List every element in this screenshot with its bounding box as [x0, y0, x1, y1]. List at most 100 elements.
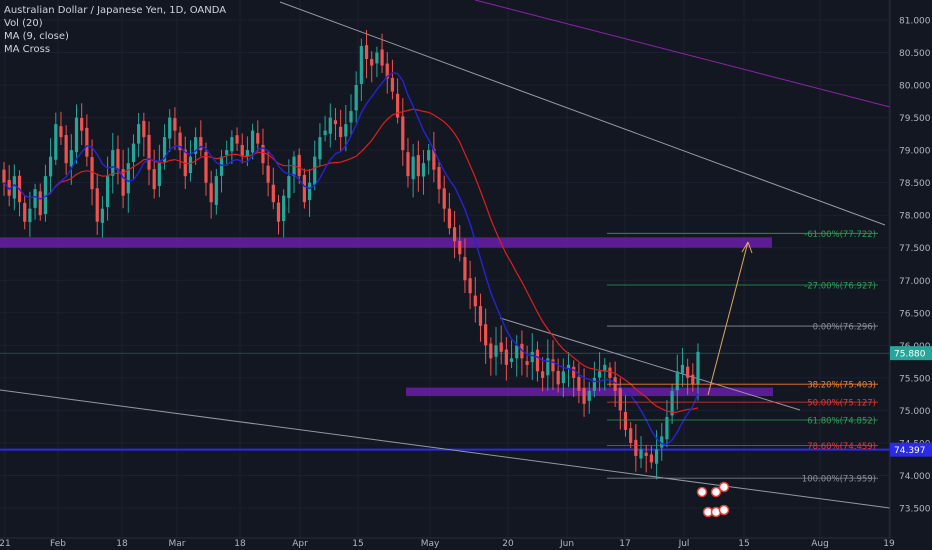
candle-body	[566, 364, 571, 369]
candle-body	[349, 111, 353, 123]
indicator-volume[interactable]: Vol (20)	[4, 18, 43, 29]
candle-body	[266, 165, 270, 183]
candle-body	[592, 377, 597, 391]
resistance-zone	[0, 237, 772, 248]
candle-body	[484, 324, 488, 346]
candle-body	[194, 137, 198, 154]
candle-body	[282, 195, 286, 222]
candle-body	[7, 179, 11, 196]
fib-level-label: 61.80%(74.852)	[807, 417, 876, 427]
candle-body	[287, 176, 291, 199]
ma-9-line	[3, 72, 699, 446]
candle-body	[49, 156, 53, 177]
candle-body	[396, 93, 400, 118]
candle-body	[69, 150, 73, 167]
candle-body	[147, 134, 151, 170]
candle-body	[318, 137, 322, 160]
candle-body	[406, 152, 410, 177]
candle-body	[608, 367, 612, 378]
ma-cross-line	[3, 108, 699, 414]
candle-body	[401, 116, 405, 151]
candle-body	[603, 364, 607, 372]
y-tick-label: 74.000	[899, 472, 931, 482]
candle-body	[577, 376, 581, 391]
indicator-ma[interactable]: MA (9, close)	[4, 31, 69, 42]
candle-body	[54, 124, 58, 160]
candle-body	[541, 371, 545, 378]
candle-body	[126, 163, 130, 194]
candle-body	[230, 137, 234, 152]
event-marker-icon	[710, 486, 722, 498]
indicator-lines	[3, 72, 699, 446]
candle-body	[452, 227, 457, 242]
candle-body	[380, 49, 384, 66]
price-axis[interactable]: 81.000 80.500 80.000 79.500 79.000 78.500 78.0…	[889, 0, 932, 550]
candle-body	[478, 306, 483, 326]
x-tick-label: May	[421, 539, 440, 549]
candle-body	[142, 120, 146, 138]
candle-body	[597, 371, 602, 378]
candle-body	[121, 169, 125, 196]
candle-body	[618, 387, 622, 411]
candle-body	[250, 130, 255, 153]
x-tick-label: Mar	[169, 539, 186, 549]
candle-body	[416, 155, 420, 177]
candle-body	[188, 156, 193, 174]
candle-body	[214, 176, 218, 206]
candle-body	[328, 117, 332, 134]
candle-body	[199, 136, 203, 151]
candle-body	[297, 154, 301, 177]
x-tick-label: 18	[234, 539, 246, 549]
y-tick-label: 81.000	[899, 17, 931, 27]
x-tick-label: 20	[502, 539, 514, 549]
candle-body	[323, 130, 327, 136]
candle-body	[427, 150, 431, 161]
candle-body	[649, 454, 653, 463]
y-tick-label: 77.500	[899, 244, 931, 254]
candle-body	[390, 77, 395, 92]
candle-body	[354, 85, 358, 111]
candle-body	[173, 118, 177, 131]
candle-body	[463, 257, 467, 281]
candle-body	[696, 351, 700, 384]
candle-body	[162, 137, 167, 162]
candle-body	[442, 188, 446, 209]
symbol-title[interactable]: Australian Dollar / Japanese Yen, 1D, OA…	[4, 5, 227, 16]
candle-body	[499, 342, 503, 352]
candle-body	[370, 59, 374, 66]
candle-body	[561, 371, 565, 383]
fib-level-label: 78.60%(74.459)	[807, 442, 876, 452]
candle-body	[178, 132, 182, 151]
candle-body	[670, 390, 674, 416]
candle-body	[23, 203, 27, 222]
x-tick-label: Apr	[292, 539, 308, 549]
candle-body	[644, 452, 648, 456]
candle-body	[209, 183, 213, 203]
x-tick-label: 15	[738, 539, 749, 549]
candle-body	[587, 390, 591, 401]
candle-body	[556, 370, 560, 385]
candle-body	[525, 361, 529, 365]
fib-level-label: 100.00%(73.959)	[802, 475, 876, 485]
time-axis[interactable]: 21 Feb 18 Mar 18 Apr 15 May 20 Jun 17 Jul 15 Aug 19	[0, 537, 895, 549]
fib-level-label: -61.00%(77.722)	[804, 230, 876, 240]
candle-body	[204, 151, 208, 183]
candle-body	[2, 169, 6, 183]
projection-arrow	[707, 241, 749, 396]
candle-body	[530, 351, 534, 363]
indicator-ma-cross[interactable]: MA Cross	[4, 44, 51, 55]
candle-body	[90, 157, 94, 190]
fib-level-label: -27.00%(76.927)	[804, 282, 876, 292]
candle-body	[137, 124, 141, 144]
candle-body	[572, 366, 576, 378]
x-tick-label: Jun	[559, 539, 574, 549]
fib-level-label: 0.00%(76.296)	[813, 323, 876, 333]
candle-body	[152, 169, 156, 190]
candle-body	[38, 191, 42, 216]
candle-body	[375, 52, 379, 64]
x-tick-label: 18	[116, 539, 128, 549]
candle-body	[494, 345, 498, 357]
candle-body	[261, 144, 265, 164]
price-axis-bg	[890, 0, 932, 550]
